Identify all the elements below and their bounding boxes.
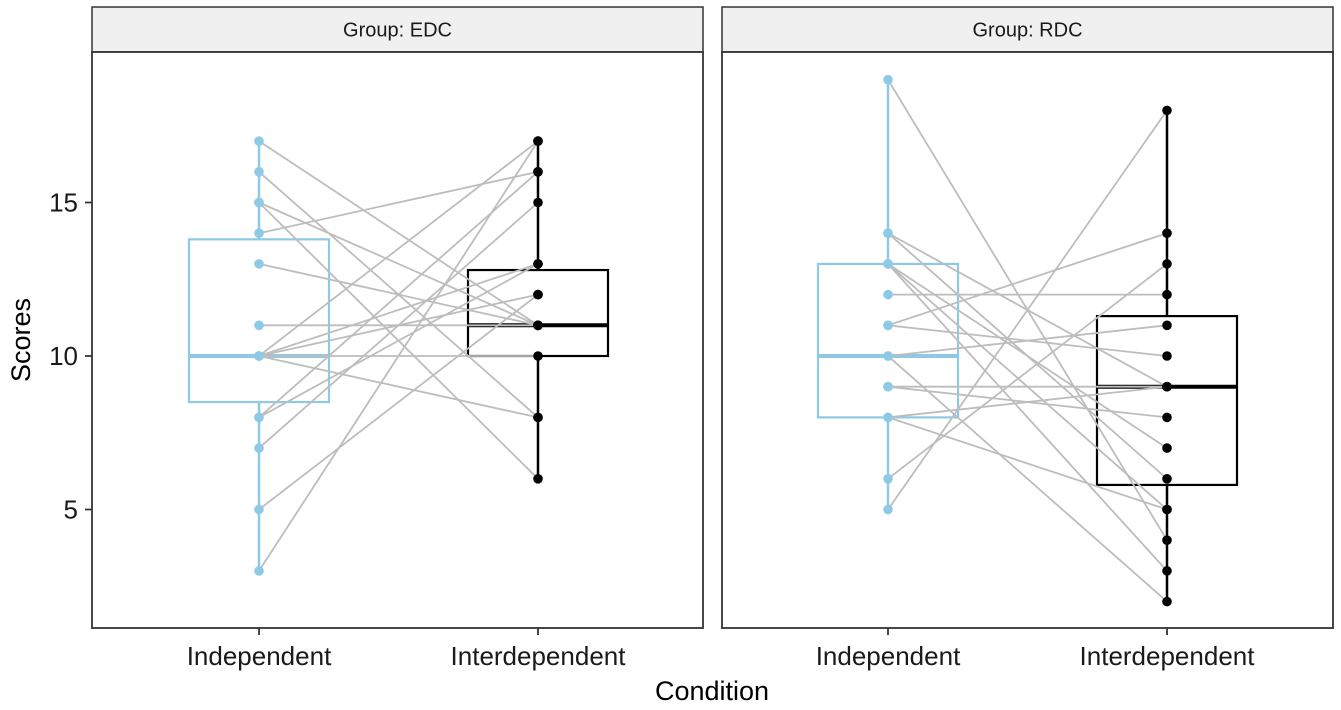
point-interdependent	[1162, 412, 1172, 423]
point-independent	[254, 259, 264, 269]
x-tick-label: Independent	[816, 641, 961, 671]
point-independent	[254, 412, 264, 423]
pair-line	[887, 324, 1168, 357]
x-axis-title: Condition	[655, 676, 769, 705]
point-independent	[883, 474, 893, 484]
pair-line	[258, 293, 539, 511]
pair-line	[258, 140, 539, 572]
points	[883, 74, 1172, 607]
point-interdependent	[1162, 228, 1172, 238]
point-independent	[883, 228, 893, 238]
point-interdependent	[1162, 474, 1172, 484]
point-independent	[883, 504, 893, 515]
point-interdependent	[1162, 504, 1172, 515]
point-interdependent	[1162, 381, 1172, 392]
panel-1: Group: EDC Independent Interdependent	[91, 6, 704, 671]
pair-line	[258, 140, 539, 327]
strip-header	[721, 6, 1334, 53]
point-interdependent	[533, 289, 543, 300]
y-tick-label: 15	[49, 188, 78, 218]
point-independent	[883, 320, 893, 331]
pair-line	[887, 385, 1168, 419]
strip-label: Group: RDC	[972, 20, 1082, 42]
point-independent	[883, 259, 893, 269]
point-independent	[254, 443, 264, 453]
point-interdependent	[1162, 566, 1172, 576]
point-independent	[883, 412, 893, 423]
point-interdependent	[533, 320, 543, 331]
box-iqr	[187, 238, 331, 404]
x-tick-label: Interdependent	[1080, 641, 1256, 671]
point-independent	[254, 136, 264, 146]
pair-line	[887, 416, 1168, 511]
pair-line	[258, 263, 539, 357]
panel-border	[91, 51, 704, 629]
point-independent	[254, 167, 264, 177]
point-independent	[254, 197, 264, 208]
x-tick-label: Independent	[187, 641, 332, 671]
pair-line	[258, 140, 539, 357]
panel-2: Group: RDC Independent Interdependent	[721, 6, 1334, 671]
point-interdependent	[1162, 351, 1172, 361]
point-interdependent	[533, 259, 543, 269]
y-tick-label: 5	[64, 495, 78, 525]
strip-label: Group: EDC	[343, 20, 452, 42]
pair-line	[887, 355, 1168, 603]
point-interdependent	[533, 474, 543, 484]
pair-line	[258, 263, 539, 419]
panel-border	[721, 51, 1334, 629]
pair-lines	[887, 79, 1168, 603]
point-interdependent	[1162, 443, 1172, 453]
points	[254, 136, 543, 576]
point-independent	[883, 74, 893, 85]
point-independent	[883, 289, 893, 300]
point-independent	[254, 566, 264, 576]
pair-line	[258, 170, 539, 235]
point-interdependent	[533, 167, 543, 177]
point-independent	[254, 351, 264, 361]
pair-line	[887, 263, 1168, 572]
point-interdependent	[1162, 259, 1172, 269]
point-interdependent	[533, 412, 543, 423]
y-tick-label: 10	[49, 341, 78, 371]
point-independent	[883, 381, 893, 392]
point-interdependent	[1162, 289, 1172, 300]
strip-header	[91, 6, 704, 53]
point-independent	[254, 504, 264, 515]
box-iqr	[1095, 314, 1239, 487]
x-tick-label: Interdependent	[451, 641, 627, 671]
point-interdependent	[1162, 535, 1172, 545]
point-interdependent	[1162, 596, 1172, 607]
point-interdependent	[533, 351, 543, 361]
pair-line	[887, 109, 1168, 511]
point-independent	[254, 228, 264, 238]
point-independent	[254, 320, 264, 331]
point-interdependent	[1162, 320, 1172, 331]
point-interdependent	[533, 197, 543, 208]
pair-line	[887, 232, 1168, 327]
point-independent	[883, 351, 893, 361]
y-axis-title: Scores	[6, 298, 36, 382]
point-interdependent	[1162, 105, 1172, 116]
pair-line	[258, 201, 539, 449]
pair-line	[258, 355, 539, 419]
pair-lines	[258, 140, 539, 572]
point-interdependent	[533, 136, 543, 146]
